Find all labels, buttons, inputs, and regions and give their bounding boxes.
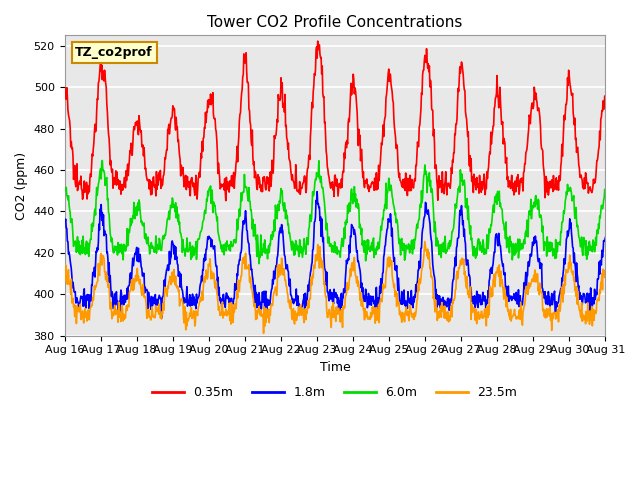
Text: TZ_co2prof: TZ_co2prof bbox=[76, 46, 153, 59]
Y-axis label: CO2 (ppm): CO2 (ppm) bbox=[15, 151, 28, 219]
X-axis label: Time: Time bbox=[319, 361, 350, 374]
Title: Tower CO2 Profile Concentrations: Tower CO2 Profile Concentrations bbox=[207, 15, 463, 30]
Legend: 0.35m, 1.8m, 6.0m, 23.5m: 0.35m, 1.8m, 6.0m, 23.5m bbox=[147, 382, 522, 405]
